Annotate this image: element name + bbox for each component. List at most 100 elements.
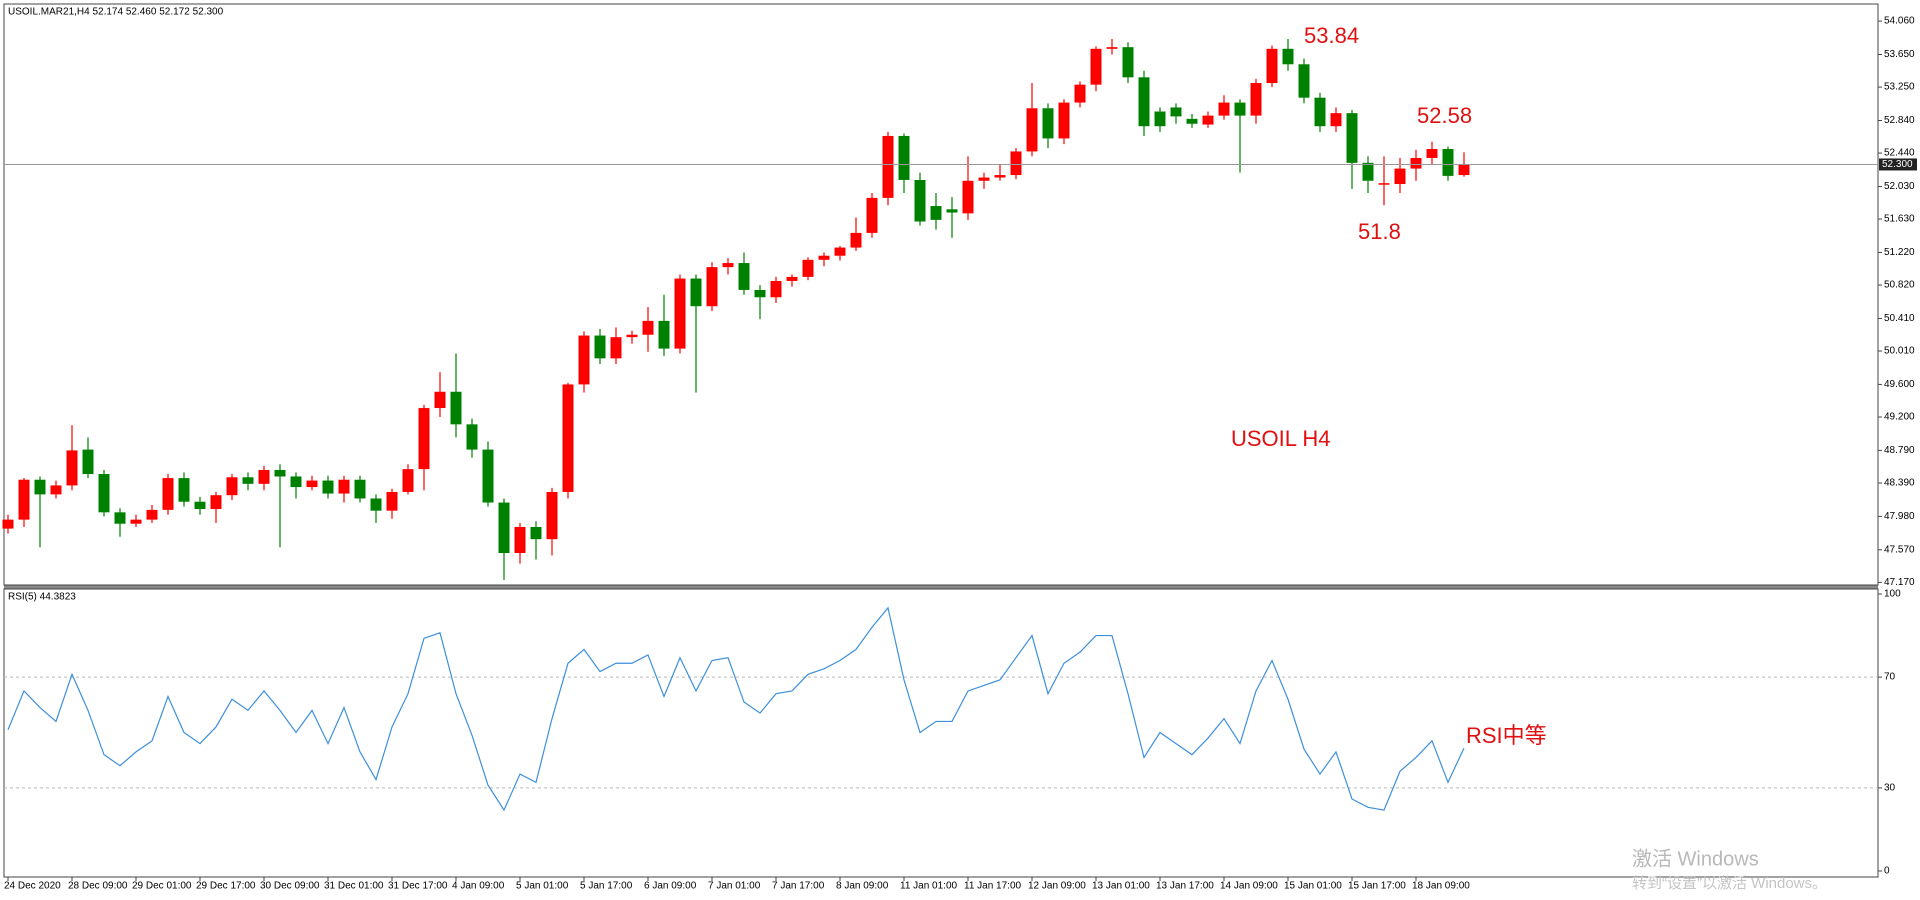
- y-tick-label: 49.600: [1884, 379, 1915, 390]
- candle-body: [658, 320, 670, 349]
- candle-body: [1010, 151, 1022, 176]
- candle-body: [226, 477, 238, 496]
- candle-body: [1170, 107, 1182, 117]
- x-tick-label: 13 Jan 17:00: [1156, 881, 1214, 892]
- candle-body: [178, 478, 190, 502]
- candle-body: [642, 320, 654, 335]
- candle-body: [562, 384, 574, 492]
- price-panel: [3, 3, 1879, 586]
- candle-body: [802, 259, 814, 277]
- candle-body: [1058, 102, 1070, 139]
- candle-body: [1186, 118, 1198, 124]
- x-tick-label: 30 Dec 09:00: [260, 881, 320, 892]
- candle-body: [1090, 48, 1102, 85]
- candle-body: [306, 480, 318, 488]
- candle-body: [146, 509, 158, 520]
- rsi-panel: [3, 588, 1879, 878]
- candle-body: [418, 408, 430, 470]
- candle-body: [1426, 149, 1438, 158]
- candle-body: [290, 476, 302, 488]
- candle-body: [914, 179, 926, 222]
- rsi-header: RSI(5) 44.3823: [8, 592, 76, 603]
- candle-body: [594, 335, 606, 359]
- candle-body: [194, 501, 206, 510]
- y-tick-label: 50.010: [1884, 346, 1915, 357]
- last-price-label: 52.300: [1882, 159, 1913, 170]
- annotation: 51.8: [1358, 219, 1401, 244]
- x-tick-label: 15 Jan 17:00: [1348, 881, 1406, 892]
- watermark-title: 激活 Windows: [1632, 847, 1759, 870]
- candle-body: [866, 197, 878, 233]
- y-tick-label: 47.980: [1884, 511, 1915, 522]
- x-tick-label: 5 Jan 17:00: [580, 881, 633, 892]
- y-tick-label: 51.220: [1884, 247, 1915, 258]
- x-tick-label: 4 Jan 09:00: [452, 881, 505, 892]
- candle-body: [1330, 113, 1342, 127]
- candle-body: [450, 391, 462, 425]
- y-tick-label: 54.060: [1884, 16, 1915, 27]
- candle-body: [770, 280, 782, 298]
- candle-body: [946, 209, 958, 213]
- last-price-box: [1879, 158, 1917, 171]
- candle-body: [1106, 47, 1118, 49]
- candle-body: [962, 180, 974, 214]
- candle-body: [162, 478, 174, 510]
- x-tick-label: 15 Jan 01:00: [1284, 881, 1342, 892]
- y-tick-label: 48.790: [1884, 445, 1915, 456]
- candle-body: [1410, 157, 1422, 169]
- candle-body: [690, 278, 702, 307]
- x-tick-label: 6 Jan 09:00: [644, 881, 697, 892]
- candle-body: [1122, 47, 1134, 78]
- x-tick-label: 31 Dec 17:00: [388, 881, 448, 892]
- candle-body: [34, 479, 46, 495]
- candle-body: [466, 424, 478, 450]
- candle-body: [1042, 108, 1054, 139]
- candle-body: [898, 135, 910, 180]
- candle-body: [402, 469, 414, 492]
- candle-body: [1394, 168, 1406, 185]
- candle-body: [754, 289, 766, 298]
- candle-body: [786, 276, 798, 281]
- candle-body: [114, 512, 126, 524]
- x-tick-label: 18 Jan 09:00: [1412, 881, 1470, 892]
- x-tick-label: 11 Jan 17:00: [964, 881, 1022, 892]
- candle-body: [338, 479, 350, 494]
- y-tick-label: 47.570: [1884, 544, 1915, 555]
- annotation: 52.58: [1417, 103, 1472, 128]
- candle-body: [722, 263, 734, 268]
- candle-body: [386, 491, 398, 511]
- candle-body: [1154, 111, 1166, 127]
- candle-body: [242, 477, 254, 484]
- candle-body: [50, 485, 62, 495]
- y-tick-label: 52.030: [1884, 181, 1915, 192]
- candle-body: [1282, 48, 1294, 65]
- candle-body: [82, 449, 94, 475]
- candle-body: [738, 263, 750, 290]
- candle-body: [610, 337, 622, 359]
- candle-body: [850, 232, 862, 248]
- candle-body: [1138, 77, 1150, 127]
- y-tick-label: 49.200: [1884, 412, 1915, 423]
- candle-body: [818, 255, 830, 260]
- x-tick-label: 13 Jan 01:00: [1092, 881, 1150, 892]
- rsi-line: [7, 606, 1465, 812]
- candle-body: [1266, 48, 1278, 84]
- y-tick-label: 47.170: [1884, 577, 1915, 588]
- candle-body: [2, 519, 14, 529]
- candle-body: [1074, 84, 1086, 103]
- x-tick-label: 7 Jan 01:00: [708, 881, 761, 892]
- candle-body: [210, 495, 222, 510]
- y-tick-label: 50.820: [1884, 280, 1915, 291]
- y-tick-label: 100: [1884, 589, 1901, 600]
- y-tick-label: 53.250: [1884, 82, 1915, 93]
- candle-body: [1202, 115, 1214, 125]
- y-tick-label: 30: [1884, 783, 1896, 794]
- y-tick-label: 52.840: [1884, 115, 1915, 126]
- x-tick-label: 31 Dec 01:00: [324, 881, 384, 892]
- x-tick-label: 28 Dec 09:00: [68, 881, 128, 892]
- y-tick-label: 51.630: [1884, 214, 1915, 225]
- candle-body: [834, 247, 846, 256]
- candle-body: [1218, 102, 1230, 116]
